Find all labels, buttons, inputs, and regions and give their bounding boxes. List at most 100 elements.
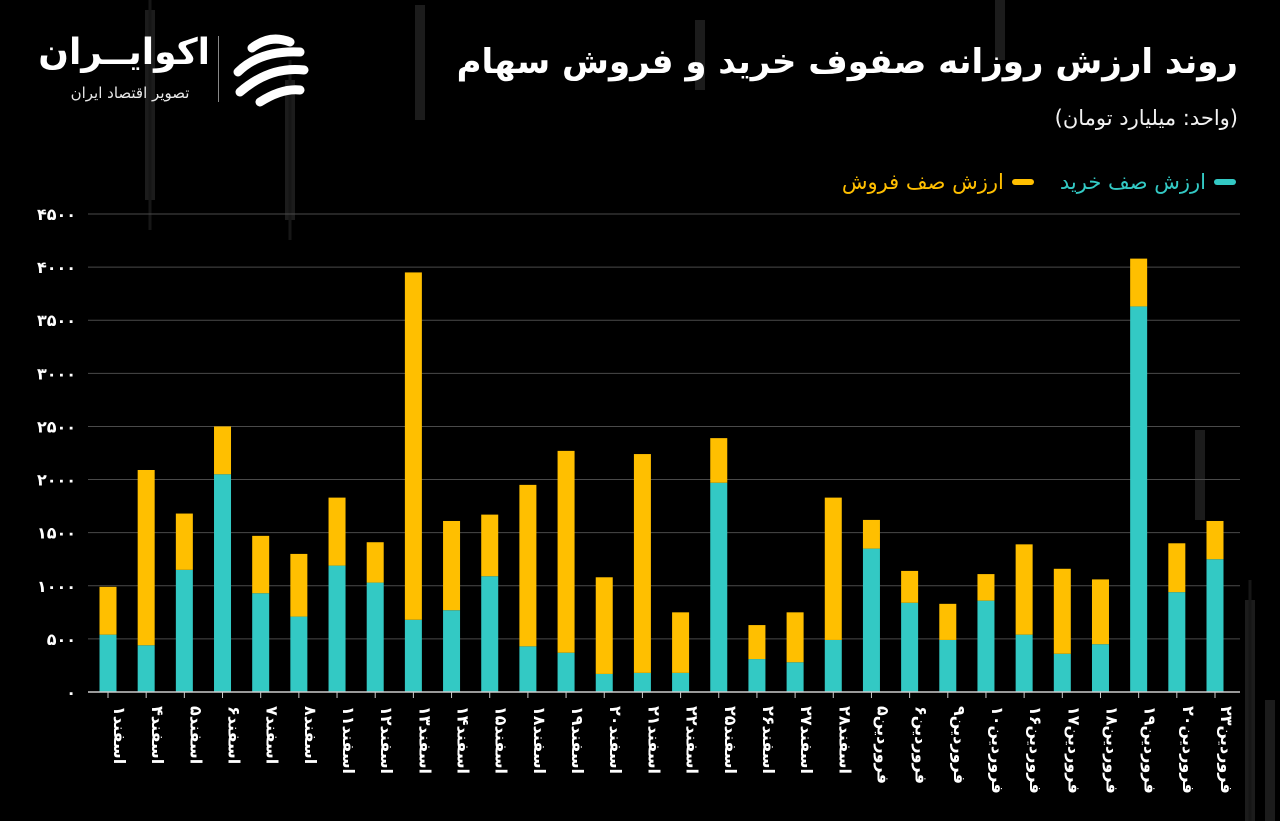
grid-lines [88,213,1240,640]
bar-buy [824,639,842,692]
bar-buy [595,673,613,692]
legend-item-sell: ارزش صف فروش [842,170,1034,194]
bar-buy [939,639,957,692]
legend-swatch-sell [1011,179,1034,185]
brand-name: اکوایــران [38,32,210,73]
bar-sell [862,519,880,549]
bar-buy [366,582,384,692]
bar-sell [1130,258,1148,307]
legend-swatch-buy [1214,179,1236,185]
bar-buy [137,645,155,692]
bar-buy [672,672,690,692]
legend-label-buy: ارزش صف خرید [1059,170,1206,194]
bar-sell [214,426,232,475]
x-tick-label: اسفند۲۰ [606,706,625,774]
bar-buy [710,482,728,692]
bar-buy [443,610,461,692]
x-tick-label: اسفند۱۳ [415,706,434,774]
x-tick-label: اسفند۲۲ [683,706,702,774]
y-tick-label: ۲۰۰۰ [37,471,76,490]
bar-sell [99,586,117,635]
x-tick-label: اسفند۸ [301,706,320,764]
bar-buy [633,672,651,692]
y-tick-label: ۳۰۰۰ [37,364,76,383]
bar-buy [252,593,270,692]
brand-tagline: تصویر اقتصاد ایران [70,84,190,102]
legend-item-buy: ارزش صف خرید [1060,170,1236,194]
header: روند ارزش روزانه صفوف خرید و فروش سهام (… [0,0,1280,200]
bar-sell [252,535,270,594]
bar-sell [519,484,537,647]
x-tick-label: اسفند۲۵ [721,706,740,774]
bar-sell [786,612,804,663]
x-tick-label: اسفند۲۱ [644,706,663,774]
bar-buy [862,548,880,692]
bar-sell [672,612,690,673]
bar-buy [557,652,575,692]
bar-buy [1130,306,1148,692]
bar-sell [748,625,766,660]
bar-sell [481,514,499,577]
bar-sell [710,438,728,483]
x-tick-label: اسفند۵ [186,706,205,764]
bar-sell [557,450,575,653]
x-tick-label: فروردین۲۰ [1179,706,1198,794]
bar-buy [786,662,804,692]
x-tick-label: فروردین۹ [950,706,969,784]
y-axis-ticks: ۰ ۵۰۰ ۱۰۰۰ ۱۵۰۰ ۲۰۰۰ ۲۵۰۰ ۳۰۰۰ ۳۵۰۰ ۴۰۰۰ ۴۵۰۰ [37,205,76,702]
x-axis-ticks: اسفند۱ اسفند۴ اسفند۵ اسفند۶ اسفند۷ اسفند۸ اسفن… [107,692,1236,794]
bar-buy [290,616,308,692]
x-tick-label: فروردین۱۸ [1102,706,1121,794]
x-tick-label: اسفند۷ [263,706,282,764]
bar-buy [977,600,995,692]
y-tick-label: ۰ [66,683,76,702]
bar-buy [328,565,346,692]
ecoiran-logo-icon [233,34,309,107]
bar-sell [595,577,613,674]
bar-sell [1168,543,1186,593]
y-tick-label: ۱۵۰۰ [37,524,76,543]
unit-label: (واحد: میلیارد تومان) [1054,106,1238,130]
bar-buy [519,646,537,692]
x-tick-label: اسفند۴ [148,706,167,764]
x-tick-label: اسفند۱۵ [492,706,511,774]
bar-sell [939,603,957,640]
bar-sell [1206,520,1224,560]
bar-sell [633,454,651,673]
x-tick-label: فروردین۱۶ [1026,706,1045,794]
bar-buy [748,659,766,692]
bar-buy [1053,653,1071,692]
bar-buy [1206,559,1224,692]
x-tick-label: اسفند۲۷ [797,706,816,774]
x-tick-label: اسفند۱۸ [530,706,549,774]
bar-sell [328,497,346,566]
x-tick-label: فروردین۶ [912,706,931,784]
legend: ارزش صف خرید ارزش صف فروش [842,170,1236,194]
bar-sell [824,497,842,640]
x-tick-label: اسفند۲۶ [759,706,778,774]
bar-buy [175,569,193,692]
bar-sell [1091,579,1109,645]
bar-buy [214,474,232,692]
x-tick-label: اسفند۱۱ [339,706,358,774]
bar-buy [99,634,117,692]
bar-buy [1015,634,1033,692]
y-tick-label: ۱۰۰۰ [37,577,76,596]
bar-sell [290,553,308,617]
bar-sell [175,513,193,570]
bar-sell [1015,544,1033,635]
bar-sell [443,520,461,611]
x-tick-label: اسفند۶ [225,706,244,764]
chart-title: روند ارزش روزانه صفوف خرید و فروش سهام [456,42,1238,82]
x-tick-label: اسفند۲۸ [835,706,854,774]
legend-label-sell: ارزش صف فروش [841,170,1004,194]
bar-buy [481,576,499,692]
bar-buy [404,619,422,692]
bar-sell [366,542,384,583]
x-tick-label: فروردین۲۳ [1217,706,1236,794]
x-tick-label: اسفند۱۲ [377,706,396,774]
bar-sell [901,570,919,603]
x-tick-label: اسفند۱۴ [454,706,473,774]
